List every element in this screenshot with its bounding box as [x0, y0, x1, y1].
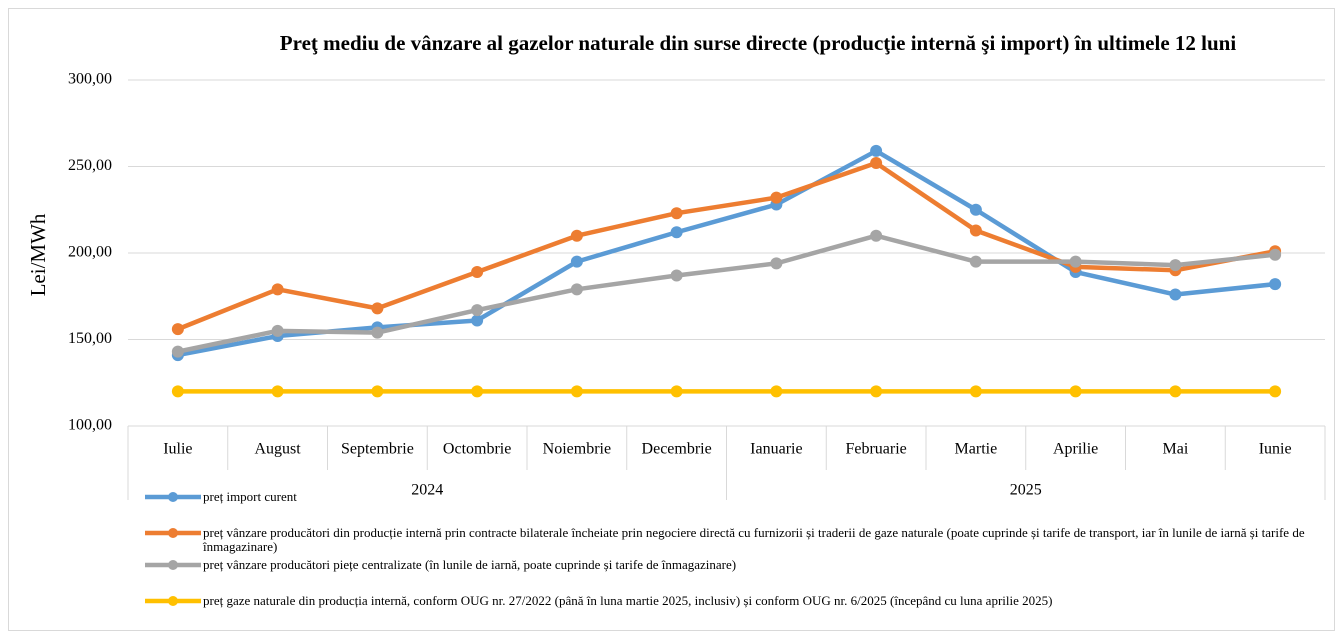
series-line — [177, 148, 1276, 358]
legend-swatch — [145, 596, 201, 606]
data-point — [1269, 248, 1282, 261]
data-point — [670, 226, 683, 239]
data-point — [1269, 278, 1282, 291]
data-point — [670, 207, 683, 220]
data-point — [969, 203, 982, 216]
x-tick-label: Aprilie — [1053, 441, 1098, 458]
data-point — [271, 324, 284, 337]
legend-marker — [168, 560, 178, 570]
x-tick-label: Ianuarie — [750, 441, 802, 458]
data-point — [770, 191, 783, 204]
data-point — [570, 385, 583, 398]
data-point — [1069, 255, 1082, 268]
data-point — [471, 304, 484, 317]
legend-label: preț import curent — [203, 489, 297, 504]
legend-swatch — [145, 492, 201, 502]
legend-marker — [168, 596, 178, 606]
x-tick-label: Decembrie — [642, 441, 712, 458]
data-point — [1169, 259, 1182, 272]
data-point — [870, 385, 883, 398]
legend-label: preț gaze naturale din producția internă… — [203, 593, 1053, 608]
legend-marker — [168, 492, 178, 502]
data-point — [171, 323, 184, 336]
data-point — [471, 266, 484, 279]
series-line — [177, 160, 1276, 332]
x-tick-label: Iunie — [1259, 441, 1292, 458]
x-tick-label: Septembrie — [341, 441, 414, 458]
legend-swatch — [145, 560, 201, 570]
group-label: 2025 — [1010, 482, 1042, 499]
data-point — [271, 385, 284, 398]
x-tick-label: Octombrie — [443, 441, 511, 458]
y-tick-label: 150,00 — [68, 330, 112, 347]
data-point — [969, 255, 982, 268]
data-point — [570, 283, 583, 296]
x-tick-label: Noiembrie — [543, 441, 611, 458]
x-tick-label: Martie — [955, 441, 998, 458]
data-point — [371, 302, 384, 315]
legend-entry: preț vânzare producători din producție i… — [145, 526, 1335, 554]
data-point — [1269, 385, 1282, 398]
data-point — [570, 255, 583, 268]
data-point — [670, 269, 683, 282]
x-tick-label: Mai — [1162, 441, 1188, 458]
y-tick-label: 100,00 — [68, 417, 112, 434]
chart-border — [8, 8, 1335, 631]
legend-entry: preț vânzare producători piețe centraliz… — [145, 558, 1335, 572]
data-point — [870, 157, 883, 170]
data-point — [1169, 288, 1182, 301]
data-point — [1069, 385, 1082, 398]
legend-label: preț vânzare producători piețe centraliz… — [203, 557, 737, 572]
legend-entry: preț import curent — [145, 490, 1335, 504]
data-point — [870, 144, 883, 157]
data-point — [171, 385, 184, 398]
legend: preț import curent preț vânzare producăto… — [145, 490, 1335, 630]
y-tick-label: 300,00 — [68, 71, 112, 88]
data-point — [371, 326, 384, 339]
data-point — [1169, 385, 1182, 398]
legend-label: preț vânzare producători din producție i… — [203, 525, 1305, 554]
legend-swatch — [145, 528, 201, 538]
data-point — [969, 385, 982, 398]
data-point — [171, 345, 184, 358]
legend-entry: preț gaze naturale din producția internă… — [145, 594, 1335, 608]
x-tick-label: Februarie — [845, 441, 906, 458]
data-point — [670, 385, 683, 398]
data-point — [471, 385, 484, 398]
series-line — [177, 233, 1276, 354]
data-point — [570, 229, 583, 242]
y-axis-label: Lei/MWh — [26, 213, 50, 296]
data-point — [870, 229, 883, 242]
x-tick-label: August — [255, 441, 302, 458]
data-point — [969, 224, 982, 237]
group-label: 2024 — [411, 482, 443, 499]
data-point — [471, 314, 484, 327]
chart-title: Preţ mediu de vânzare al gazelor natural… — [279, 31, 1237, 55]
data-point — [271, 283, 284, 296]
x-tick-label: Iulie — [163, 441, 192, 458]
data-point — [770, 257, 783, 270]
data-point — [770, 385, 783, 398]
data-point — [371, 385, 384, 398]
y-tick-label: 200,00 — [68, 244, 112, 261]
legend-marker — [168, 528, 178, 538]
y-tick-label: 250,00 — [68, 157, 112, 174]
